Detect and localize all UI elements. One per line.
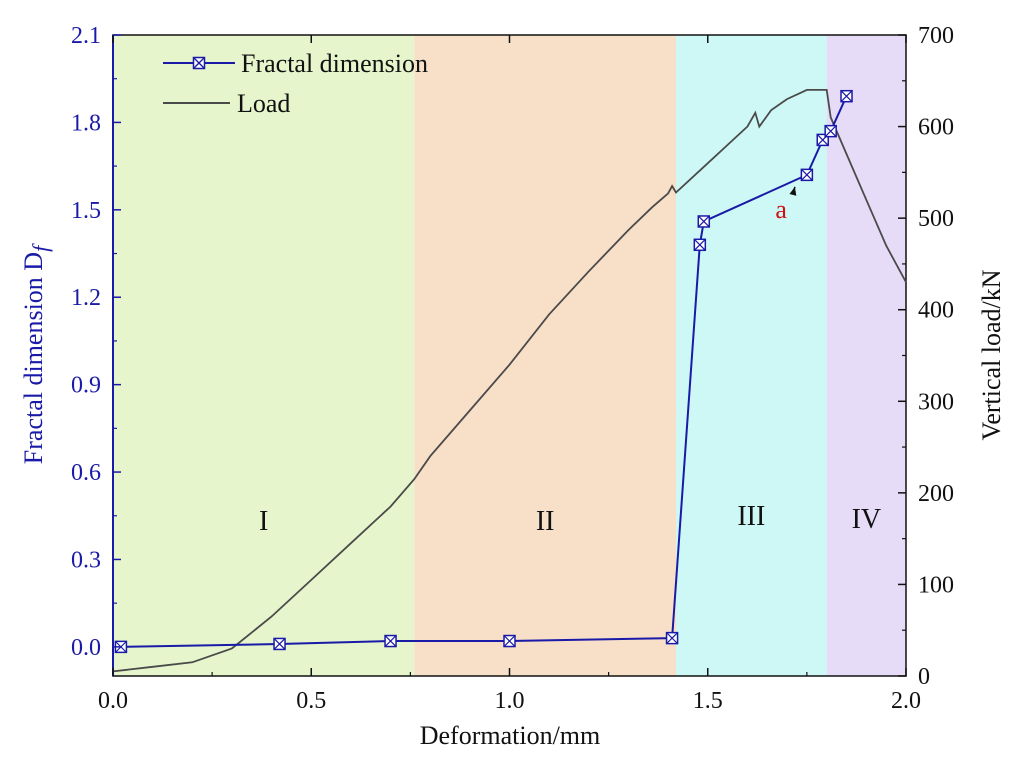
fractal-dimension-point (384, 634, 397, 648)
load-line (112, 89, 907, 673)
fractal-dimension-point (800, 168, 814, 182)
y-right-tick-label: 200 (918, 481, 954, 507)
y-left-tick-label: 2.1 (71, 23, 101, 49)
y-right-tick-label: 0 (918, 664, 930, 690)
x-tick-label: 0.0 (98, 688, 128, 714)
y-left-tick-label: 0.6 (71, 460, 101, 486)
right-axis-title: Vertical load/kN (977, 269, 1006, 440)
y-right-tick-label: 400 (918, 298, 954, 324)
fractal-dimension-point (665, 631, 679, 645)
region-3 (676, 35, 827, 676)
stage-label-3: III (737, 501, 765, 532)
stage-label-2: II (536, 506, 555, 537)
annotation-label: a (775, 195, 787, 224)
annotations: a (775, 186, 797, 224)
y-left-tick-label: 1.2 (71, 285, 101, 311)
legend: Fractal dimension Load (163, 49, 428, 118)
fractal-dimension-point (273, 637, 286, 651)
y-left-tick-label: 0.3 (71, 547, 101, 573)
y-left-tick-label: 1.5 (71, 198, 101, 224)
annotation-arrowhead (789, 186, 797, 196)
legend-fd-label: Fractal dimension (241, 49, 428, 78)
legend-fd-marker (192, 56, 206, 70)
x-tick-label: 1.0 (495, 688, 525, 714)
fractal-dimension-point (693, 238, 707, 252)
x-axis-title: Deformation/mm (420, 721, 601, 750)
y-right-tick-label: 700 (918, 23, 954, 49)
y-right-tick-label: 600 (918, 115, 954, 141)
x-tick-label: 0.5 (296, 688, 326, 714)
y-left-tick-label: 0.9 (71, 373, 101, 399)
stage-label-1: I (259, 506, 268, 537)
x-tick-label: 2.0 (891, 688, 921, 714)
region-2 (414, 35, 677, 676)
y-right-tick-label: 500 (918, 206, 954, 232)
legend-load-label: Load (237, 89, 290, 118)
left-axis-title: Fractal dimension Df (19, 243, 53, 464)
fractal-dimension-point (697, 215, 711, 228)
stage-regions: I II III IV (113, 35, 906, 676)
y-left-tick-label: 0.0 (71, 635, 101, 661)
fractal-dimension-point (824, 124, 837, 138)
region-1 (113, 35, 415, 676)
y-right-tick-label: 100 (918, 572, 954, 598)
y-left-tick-label: 1.8 (71, 110, 101, 136)
stage-label-4: IV (852, 504, 882, 535)
y-right-tick-label: 300 (918, 389, 954, 415)
fractal-dimension-point (503, 634, 516, 648)
ticks: 0.0 0.5 1.0 1.5 2.0 0.0 0.3 0.6 0.9 1.2 1.5 1.8 2.1 0… (71, 23, 954, 714)
load-series (112, 89, 907, 673)
x-tick-label: 1.5 (693, 688, 723, 714)
region-4 (826, 35, 906, 676)
fractal-dimension-point (840, 89, 853, 103)
